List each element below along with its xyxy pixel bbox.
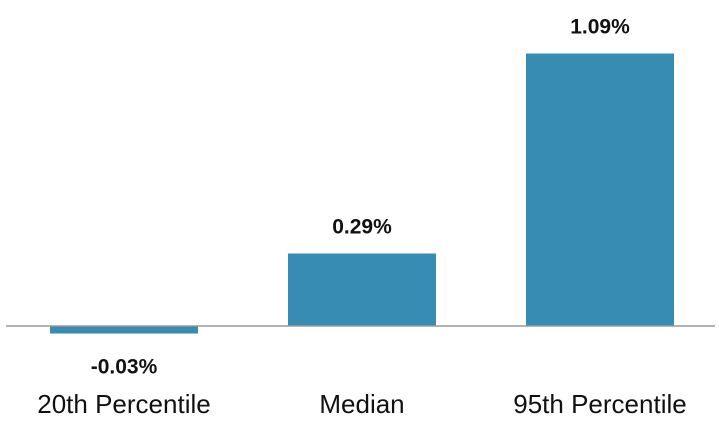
- category-label-median: Median: [319, 389, 404, 419]
- bar-median: [288, 253, 436, 326]
- category-labels-group: 20th Percentile Median 95th Percentile: [37, 389, 686, 419]
- value-labels-group: -0.03% 0.29% 1.09%: [91, 16, 630, 379]
- value-label-20th-percentile: -0.03%: [91, 356, 158, 379]
- value-label-95th-percentile: 1.09%: [570, 16, 630, 39]
- bar-20th-percentile: [50, 326, 198, 334]
- value-label-median: 0.29%: [332, 216, 392, 239]
- bars-group: [50, 53, 674, 334]
- bar-95th-percentile: [526, 53, 674, 326]
- category-label-20th-percentile: 20th Percentile: [37, 389, 210, 419]
- category-label-95th-percentile: 95th Percentile: [513, 389, 686, 419]
